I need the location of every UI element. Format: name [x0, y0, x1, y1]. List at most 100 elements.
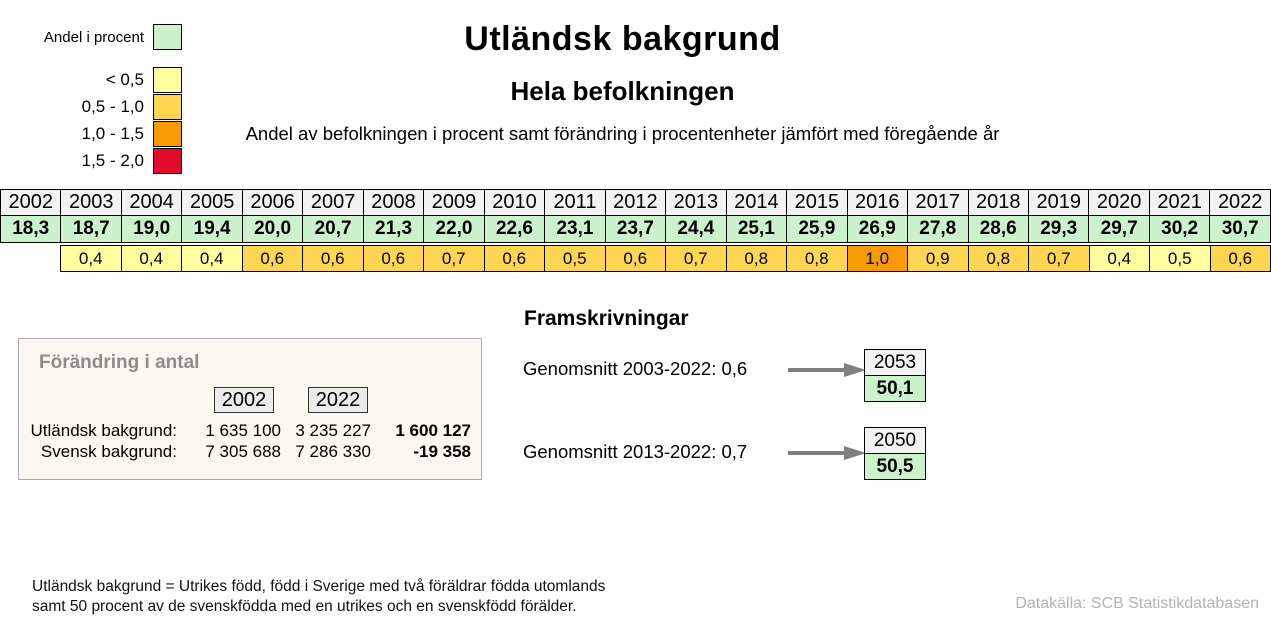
- legend-percent-label: Andel i procent: [43, 28, 144, 46]
- percent-cell: 26,9: [846, 215, 909, 243]
- change-box-year-2022: 2022: [308, 387, 368, 413]
- year-cell: 2003: [60, 189, 122, 216]
- data-tables: 2002 2003 2004 2005 2006 2007 2008 2009 2010 2011…: [0, 189, 1271, 272]
- projection-value: 50,5: [864, 453, 926, 480]
- percent-cell: 18,7: [60, 215, 122, 243]
- change-row: 0,4 0,4 0,4 0,6 0,6 0,6 0,7 0,6 0,5 0,6 0,7 0,8 0,8 1…: [0, 245, 1271, 272]
- percent-cell: 30,2: [1148, 215, 1211, 243]
- projection-year: 2050: [864, 427, 926, 454]
- data-source: Datakälla: SCB Statistikdatabasen: [1015, 595, 1259, 612]
- change-box-value-2022: 3 235 227: [295, 421, 371, 440]
- legend-bin-label: < 0,5: [105, 70, 144, 89]
- percent-cell: 27,8: [907, 215, 969, 243]
- change-cell: 0,9: [907, 245, 969, 272]
- year-cell: 2006: [241, 189, 304, 216]
- change-box-row-label: Utländsk bakgrund:: [30, 421, 177, 440]
- legend-bin-swatch: [153, 148, 182, 174]
- change-cell: 1,0: [846, 245, 908, 272]
- year-cell: 2009: [423, 189, 485, 216]
- change-cell: 0,8: [725, 245, 787, 272]
- legend-bin-swatch: [153, 94, 182, 120]
- year-cell: 2002: [0, 189, 62, 216]
- year-cell: 2020: [1088, 189, 1150, 216]
- change-box-value-2002: 1 635 100: [205, 421, 281, 440]
- percent-cell: 19,4: [181, 215, 243, 243]
- change-cell: 0,6: [362, 245, 424, 272]
- change-cell: 0,7: [423, 245, 485, 272]
- year-cell: 2019: [1027, 189, 1090, 216]
- projections-title: Framskrivningar: [524, 307, 689, 330]
- change-box-diff: 1 600 127: [395, 421, 471, 440]
- legend-bin-row: 1,5 - 2,0: [12, 148, 182, 174]
- footnote: Utländsk bakgrund = Utrikes född, född i…: [32, 577, 605, 617]
- percent-cell: 29,7: [1088, 215, 1150, 243]
- change-cell-empty: [0, 246, 61, 272]
- projection-year: 2053: [864, 349, 926, 376]
- legend-percent-swatch: [153, 24, 182, 50]
- legend-bin-row: 0,5 - 1,0: [12, 94, 182, 120]
- year-cell: 2008: [362, 189, 425, 216]
- percent-cell: 20,0: [241, 215, 304, 243]
- year-cell: 2013: [665, 189, 727, 216]
- legend-percent-row: Andel i procent: [12, 24, 182, 50]
- change-box-row: Utländsk bakgrund: 1 635 100 3 235 227 1 60…: [19, 421, 471, 441]
- legend-bin-label: 1,5 - 2,0: [81, 151, 144, 170]
- projection-value: 50,1: [864, 375, 926, 402]
- percent-cell: 20,7: [302, 215, 364, 243]
- footnote-line-2: samt 50 procent av de svenskfödda med en…: [32, 598, 577, 615]
- percent-cell: 25,1: [725, 215, 788, 243]
- legend-bin-swatch: [153, 67, 182, 93]
- change-cell: 0,4: [1088, 245, 1150, 272]
- projection-label: Genomsnitt 2013-2022: 0,7: [523, 441, 748, 462]
- change-cell: 0,7: [1028, 245, 1090, 272]
- year-cell: 2015: [786, 189, 848, 216]
- legend-bin-label: 1,0 - 1,5: [81, 124, 144, 143]
- footnote-line-1: Utländsk bakgrund = Utrikes född, född i…: [32, 578, 606, 595]
- projection-box: 2050 50,5: [864, 427, 926, 480]
- percent-cell: 21,3: [362, 215, 425, 243]
- arrow-right-icon: [788, 446, 868, 460]
- legend-bin-label: 0,5 - 1,0: [81, 97, 144, 116]
- legend-bins: < 0,5 0,5 - 1,0 1,0 - 1,5 1,5 - 2,0: [12, 67, 182, 174]
- percent-cell: 23,1: [544, 215, 606, 243]
- year-cell: 2022: [1209, 189, 1271, 216]
- year-cell: 2007: [302, 189, 364, 216]
- year-cell: 2017: [907, 189, 969, 216]
- year-cell: 2018: [967, 189, 1029, 216]
- change-box-diff: -19 358: [413, 442, 471, 461]
- year-cell: 2010: [483, 189, 546, 216]
- year-cell: 2004: [120, 189, 183, 216]
- page-description: Andel av befolkningen i procent samt för…: [245, 123, 1000, 144]
- change-cell: 0,4: [181, 245, 243, 272]
- projection-label: Genomsnitt 2003-2022: 0,6: [523, 358, 748, 379]
- legend-bin-row: < 0,5: [12, 67, 182, 93]
- year-cell: 2014: [725, 189, 788, 216]
- change-in-numbers-box: Förändring i antal 2002 2022 Utländsk ba…: [18, 338, 482, 480]
- percent-row: 18,3 18,7 19,0 19,4 20,0 20,7 21,3 22,0 22,6 23,1…: [0, 215, 1271, 243]
- change-cell: 0,8: [786, 245, 848, 272]
- change-box-value-2022: 7 286 330: [295, 442, 371, 461]
- change-box-value-2002: 7 305 688: [205, 442, 281, 461]
- change-box-row-label: Svensk bakgrund:: [40, 442, 177, 461]
- percent-cell: 30,7: [1209, 215, 1271, 243]
- percent-cell: 29,3: [1027, 215, 1090, 243]
- percent-table: 2002 2003 2004 2005 2006 2007 2008 2009 2010 2011…: [0, 189, 1271, 243]
- year-cell: 2021: [1148, 189, 1211, 216]
- change-cell: 0,7: [665, 245, 727, 272]
- legend: Andel i procent < 0,5 0,5 - 1,0 1,0 - 1,5 1…: [12, 24, 182, 175]
- arrow-right-icon: [788, 363, 868, 377]
- change-cell: 0,6: [1209, 245, 1271, 272]
- percent-cell: 24,4: [665, 215, 727, 243]
- percent-cell: 19,0: [120, 215, 183, 243]
- year-cell: 2005: [181, 189, 243, 216]
- change-cell: 0,6: [483, 245, 545, 272]
- percent-cell: 22,6: [483, 215, 546, 243]
- percent-cell: 25,9: [786, 215, 848, 243]
- change-cell: 0,6: [604, 245, 666, 272]
- change-cell: 0,5: [544, 245, 606, 272]
- change-table: 0,4 0,4 0,4 0,6 0,6 0,6 0,7 0,6 0,5 0,6 0,7 0,8 0,8 1…: [0, 245, 1271, 272]
- change-cell: 0,4: [60, 245, 122, 272]
- legend-bin-swatch: [153, 121, 182, 147]
- percent-cell: 23,7: [604, 215, 667, 243]
- percent-cell: 18,3: [0, 215, 62, 243]
